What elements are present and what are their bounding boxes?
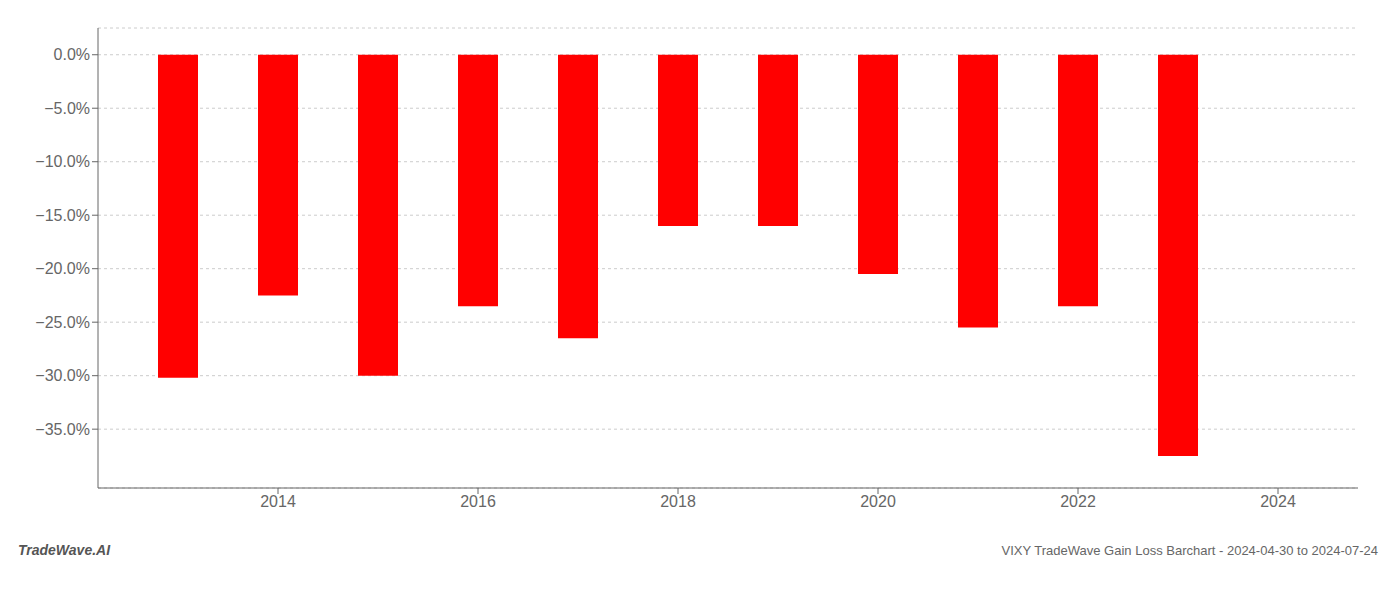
svg-text:0.0%: 0.0% bbox=[54, 46, 90, 63]
svg-text:−5.0%: −5.0% bbox=[44, 100, 90, 117]
svg-text:2024: 2024 bbox=[1260, 493, 1296, 510]
svg-text:−35.0%: −35.0% bbox=[35, 421, 90, 438]
svg-text:−10.0%: −10.0% bbox=[35, 153, 90, 170]
svg-text:−15.0%: −15.0% bbox=[35, 207, 90, 224]
svg-text:−25.0%: −25.0% bbox=[35, 314, 90, 331]
html-text:TradeWave.AI: TradeWave.AI bbox=[18, 542, 111, 558]
svg-text:2014: 2014 bbox=[260, 493, 296, 510]
svg-text:2020: 2020 bbox=[860, 493, 896, 510]
svg-text:2016: 2016 bbox=[460, 493, 496, 510]
html-text:VIXY TradeWave Gain Loss Barch: VIXY TradeWave Gain Loss Barchart - 2024… bbox=[1001, 543, 1378, 558]
svg-text:−30.0%: −30.0% bbox=[35, 367, 90, 384]
svg-text:2018: 2018 bbox=[660, 493, 696, 510]
svg-text:−20.0%: −20.0% bbox=[35, 260, 90, 277]
svg-text:2022: 2022 bbox=[1060, 493, 1096, 510]
